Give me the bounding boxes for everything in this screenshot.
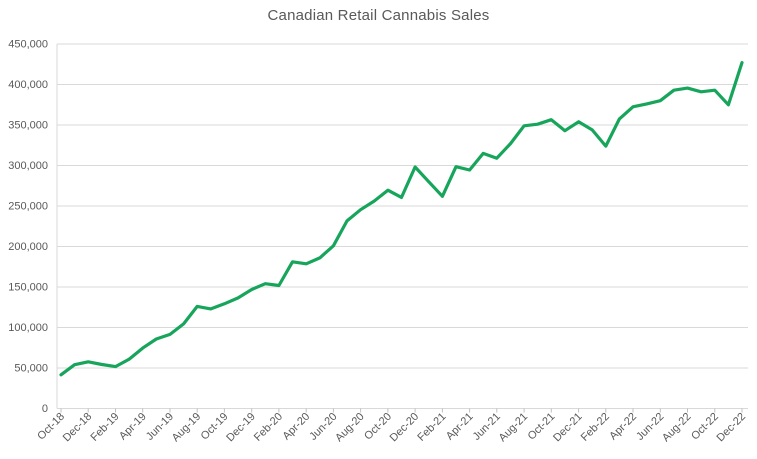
x-tick-marks (60, 408, 743, 413)
x-tick-label: Dec-18 (61, 411, 95, 445)
x-tick-label: Apr-19 (117, 411, 149, 443)
chart-title: Canadian Retail Cannabis Sales (267, 7, 490, 24)
axes (56, 44, 748, 409)
x-tick-label: Aug-19 (170, 411, 204, 445)
sales-line-series (59, 60, 744, 377)
y-tick-label: 0 (42, 403, 48, 415)
x-tick-label: Apr-22 (607, 411, 639, 443)
y-tick-label: 400,000 (8, 79, 48, 91)
y-gridlines (57, 43, 748, 369)
y-tick-label: 350,000 (8, 120, 48, 132)
x-tick-label: Dec-22 (715, 411, 749, 445)
y-tick-label: 50,000 (14, 363, 48, 375)
x-tick-label: Feb-19 (88, 411, 121, 444)
x-tick-label: Apr-21 (444, 411, 476, 443)
x-axis-labels: Oct-18Dec-18Feb-19Apr-19Jun-19Aug-19Oct-… (35, 411, 748, 445)
y-tick-label: 300,000 (8, 160, 48, 172)
y-tick-label: 200,000 (8, 241, 48, 253)
x-tick-label: Aug-20 (333, 411, 367, 445)
x-tick-label: Aug-21 (497, 411, 531, 445)
x-tick-label: Aug-22 (660, 411, 694, 445)
x-tick-label: Apr-20 (280, 411, 312, 443)
y-tick-label: 150,000 (8, 282, 48, 294)
y-tick-label: 450,000 (8, 39, 48, 51)
y-axis-labels: 0 50,000 100,000 150,000 200,000 250,000 300,0… (8, 39, 48, 416)
x-tick-label: Dec-21 (551, 411, 585, 445)
x-tick-label: Dec-19 (224, 411, 258, 445)
y-tick-label: 100,000 (8, 322, 48, 334)
x-tick-label: Feb-21 (415, 411, 448, 444)
y-tick-label: 250,000 (8, 201, 48, 213)
x-tick-label: Feb-20 (252, 411, 285, 444)
x-tick-label: Feb-22 (579, 411, 612, 444)
x-tick-label: Dec-20 (388, 411, 422, 445)
